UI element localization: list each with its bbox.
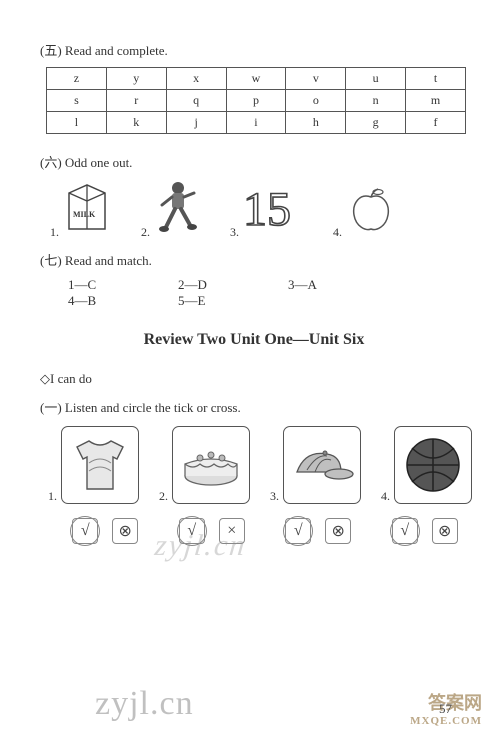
watermark-text: zyjl.cn <box>95 685 194 723</box>
cross-box: ⊗ <box>325 518 351 544</box>
cross-box: × <box>219 518 245 544</box>
item-number: 3. <box>270 489 279 504</box>
cell: q <box>166 90 226 112</box>
cell: u <box>346 68 406 90</box>
milk-carton-icon: MILK <box>63 179 111 240</box>
odd-item: 3. 15 <box>230 181 303 240</box>
basketball-icon <box>394 426 472 504</box>
odd-item: 4. <box>333 185 396 240</box>
review-heading: Review Two Unit One—Unit Six <box>40 331 468 349</box>
odd-one-out-row: 1. MILK 2. <box>50 179 468 240</box>
match-pair: 5—E <box>178 293 288 309</box>
tshirt-icon <box>61 426 139 504</box>
i-can-do-label: ◇I can do <box>40 371 468 387</box>
tc-item: 3. <box>270 426 361 504</box>
match-pair: 2—D <box>178 277 288 293</box>
section6-label: (六) Odd one out. <box>40 152 468 171</box>
match-pair: 3—A <box>288 277 398 293</box>
table-row: z y x w v u t <box>47 68 466 90</box>
tick-cross-boxes: √ ⊗ √ × √ ⊗ √ ⊗ <box>62 518 468 544</box>
cell: n <box>346 90 406 112</box>
tick-box: √ <box>72 518 98 544</box>
cell: o <box>286 90 346 112</box>
sub1-label: (一) Listen and circle the tick or cross. <box>40 397 468 416</box>
cell: g <box>346 112 406 134</box>
alphabet-table: z y x w v u t s r q p o n m l k j i h g … <box>46 67 466 134</box>
odd-item: 1. MILK <box>50 179 111 240</box>
cell: p <box>226 90 286 112</box>
tc-pair: √ ⊗ <box>382 518 469 544</box>
number-15-icon: 15 <box>243 181 303 240</box>
cell: f <box>406 112 466 134</box>
tick-box: √ <box>285 518 311 544</box>
cell: x <box>166 68 226 90</box>
cell: h <box>286 112 346 134</box>
tick-box: √ <box>179 518 205 544</box>
match-grid: 1—C 2—D 3—A 4—B 5—E <box>68 277 468 309</box>
tc-item: 1. <box>48 426 139 504</box>
item-number: 2. <box>141 225 150 240</box>
svg-text:15: 15 <box>243 183 291 235</box>
section7-label: (七) Read and match. <box>40 250 468 269</box>
cell: l <box>47 112 107 134</box>
tick-box: √ <box>392 518 418 544</box>
item-number: 2. <box>159 489 168 504</box>
cell: m <box>406 90 466 112</box>
cell: s <box>47 90 107 112</box>
cell: i <box>226 112 286 134</box>
item-number: 3. <box>230 225 239 240</box>
table-row: l k j i h g f <box>47 112 466 134</box>
running-boy-icon <box>154 179 200 240</box>
tick-cross-pictures: 1. 2. <box>48 426 468 504</box>
svg-text:MILK: MILK <box>73 210 96 219</box>
cell: t <box>406 68 466 90</box>
item-number: 4. <box>333 225 342 240</box>
table-row: s r q p o n m <box>47 90 466 112</box>
cell: k <box>106 112 166 134</box>
page-number: 57 <box>439 701 452 717</box>
tc-pair: √ ⊗ <box>275 518 362 544</box>
match-pair: 4—B <box>68 293 178 309</box>
apple-icon <box>346 185 396 240</box>
match-pair: 1—C <box>68 277 178 293</box>
item-number: 4. <box>381 489 390 504</box>
cake-icon <box>172 426 250 504</box>
cell: j <box>166 112 226 134</box>
cross-box: ⊗ <box>112 518 138 544</box>
match-pair <box>288 293 398 309</box>
cap-icon <box>283 426 361 504</box>
item-number: 1. <box>48 489 57 504</box>
tc-item: 2. <box>159 426 250 504</box>
tc-pair: √ ⊗ <box>62 518 149 544</box>
cell: z <box>47 68 107 90</box>
section5-label: (五) Read and complete. <box>40 40 468 59</box>
odd-item: 2. <box>141 179 200 240</box>
cross-box: ⊗ <box>432 518 458 544</box>
cell: r <box>106 90 166 112</box>
item-number: 1. <box>50 225 59 240</box>
cell: y <box>106 68 166 90</box>
tc-pair: √ × <box>169 518 256 544</box>
tc-item: 4. <box>381 426 472 504</box>
cell: v <box>286 68 346 90</box>
cell: w <box>226 68 286 90</box>
